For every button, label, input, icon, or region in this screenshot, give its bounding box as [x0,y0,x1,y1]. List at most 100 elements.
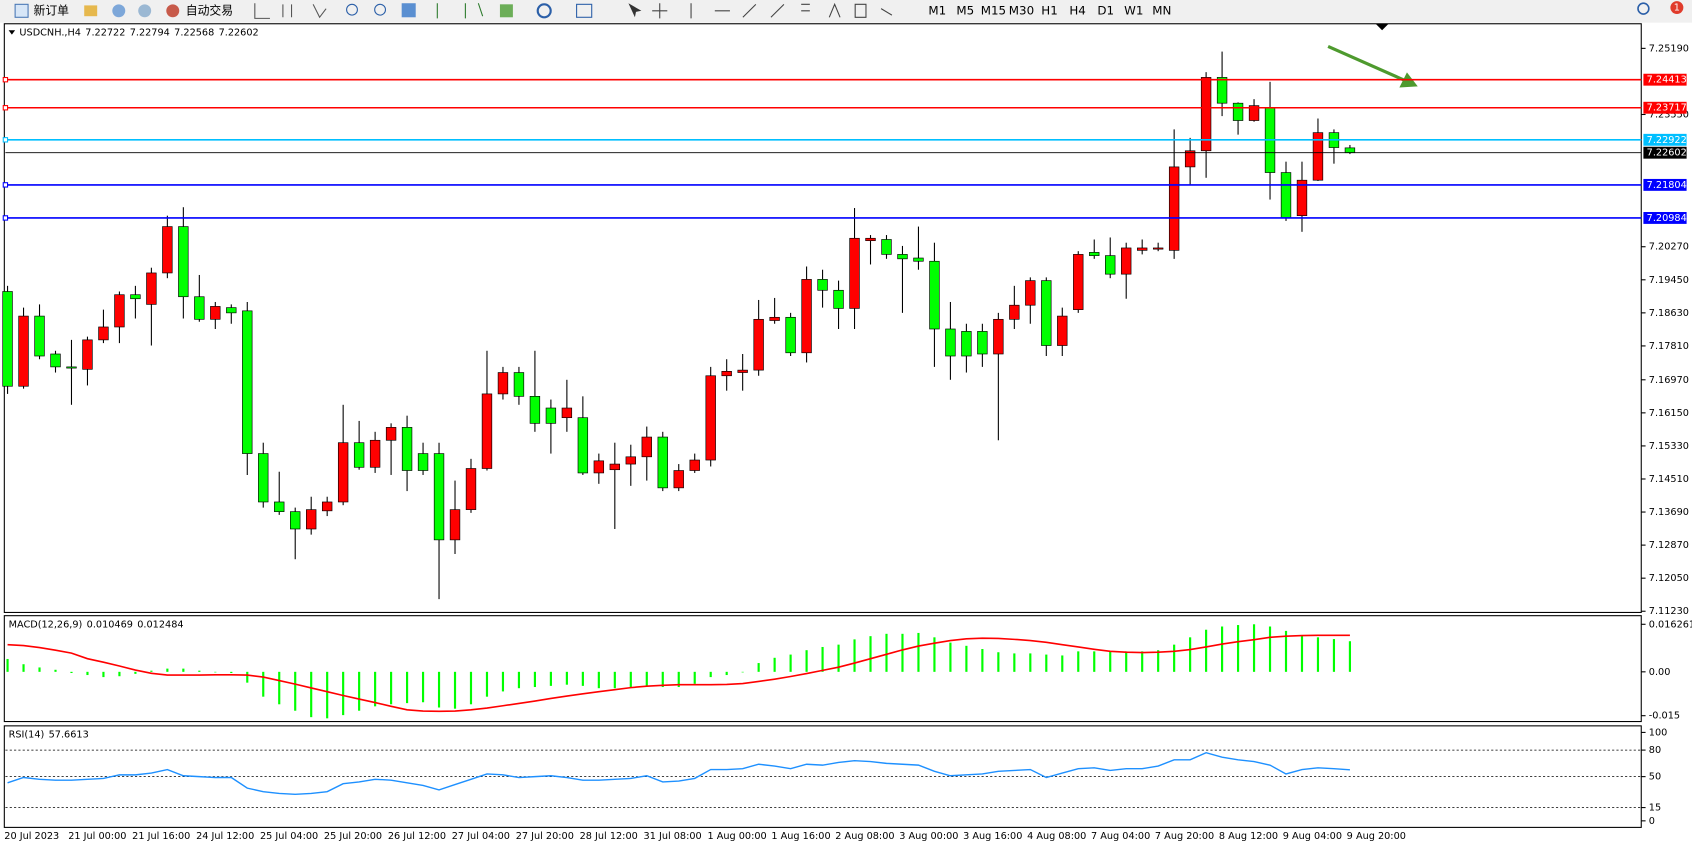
icon [1637,2,1650,15]
macd-bar [933,637,936,672]
candle-body [545,407,557,424]
y-tick-label: 7.19450 [1649,275,1689,286]
candle-body [881,239,892,255]
icon [374,3,387,16]
macd-bar [677,671,680,688]
macd-bar [134,671,137,674]
macd-bar [437,671,441,708]
macd-bar [869,636,872,672]
level-handle [2,105,9,111]
level-label-box [1643,178,1687,191]
toolbar-button[interactable]: 新订单 [33,3,69,17]
level-handle [2,215,9,221]
y-tick-label: 7.15330 [1649,441,1689,452]
y-tick-label: 7.14510 [1649,474,1689,485]
y-tick-label: 100 [1649,727,1668,738]
candle-body [1232,102,1244,121]
candle-body [753,318,764,371]
level-label: 7.23717 [1647,103,1687,114]
header-field: 7.22722 [85,27,125,38]
candle-body [1009,304,1020,320]
candle-body [961,331,972,357]
candle-body [449,509,461,541]
macd-bar [949,642,952,672]
macd-bar [1236,625,1240,672]
x-tick-label: 27 Jul 20:00 [516,831,574,842]
candle-body [625,456,636,465]
y-tick-label: 7.12870 [1649,540,1689,551]
price-label: 7.22602 [1647,148,1687,159]
candle-body [721,371,732,377]
price-label-box [1643,146,1687,159]
macd-bar [885,633,888,672]
chart-header: USDCNH.,H4 7.22722 7.22794 7.22568 7.22602 [19,27,258,38]
timeframe-button[interactable]: H4 [1069,3,1085,17]
macd-bar [1157,650,1160,672]
candle-body [833,289,844,309]
level-label: 7.22922 [1647,135,1687,146]
icon [84,5,98,17]
macd-bar [358,671,361,711]
macd-bar [661,671,664,688]
header-field: USDCNH.,H4 [19,27,81,38]
macd-bar [342,671,345,716]
macd-bar [230,671,233,674]
candle-body [1136,247,1148,251]
toolbar-icons [14,1,1684,19]
macd-bar [405,671,409,704]
timeframe-button[interactable]: M30 [1009,3,1034,17]
macd-bar [837,644,840,672]
header-field: RSI(14) [9,730,45,741]
macd-bar [1077,651,1080,672]
timeframe-button[interactable]: D1 [1097,3,1114,17]
candle-body [1025,280,1036,306]
timeframe-button[interactable]: W1 [1124,3,1143,17]
timeframe-button[interactable]: M15 [981,3,1006,17]
candle-body [1280,172,1292,219]
y-tick-label: 15 [1649,803,1661,814]
candle-body [306,509,317,530]
candle-body [369,439,381,468]
candle-body [146,272,157,305]
y-tick-label: 7.18630 [1649,308,1689,319]
macd-bar [54,669,57,672]
macd-bar [198,670,201,672]
candle-body [737,369,748,373]
macd-bar [981,649,984,672]
x-tick-label: 9 Aug 20:00 [1347,831,1406,842]
macd-bar [214,671,217,673]
macd-bar [166,668,169,672]
candle-body [673,470,684,489]
macd-bar [501,671,505,692]
icon[interactable] [166,4,180,18]
level-label-box [1643,133,1687,146]
macd-bar [1141,651,1144,672]
macd-bar [278,671,281,705]
x-tick-label: 25 Jul 04:00 [260,831,318,842]
icon [112,4,126,18]
toolbar-button[interactable]: 自动交易 [186,3,233,17]
candle-body [481,393,493,469]
macd-bar [1221,626,1224,672]
candle-body [465,468,477,510]
x-tick-label: 4 Aug 08:00 [1027,831,1086,842]
candle-body [194,296,205,320]
timeframe-button[interactable]: M1 [928,3,946,17]
macd-bar [853,639,856,672]
x-tick-label: 21 Jul 00:00 [68,831,126,842]
candle-body [1168,166,1180,251]
rsi-line [7,752,1350,796]
timeframe-button[interactable]: M5 [956,3,974,17]
candle-body [1152,247,1164,250]
level-label: 7.20984 [1647,213,1687,224]
timeframe-button[interactable]: H1 [1041,3,1057,17]
notification-badge[interactable] [1670,1,1684,15]
timeframe-button[interactable]: MN [1152,3,1171,17]
candle-body [18,315,29,387]
candle-body [817,279,828,291]
candle-body [497,372,509,395]
macd-bar [1125,651,1128,672]
level-label-box [1643,212,1687,224]
